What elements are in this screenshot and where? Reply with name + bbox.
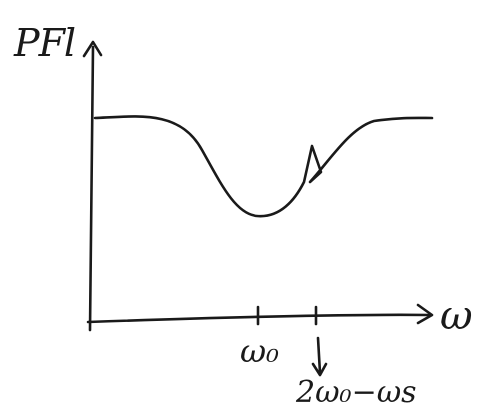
x-axis-arrowhead bbox=[416, 303, 434, 325]
tick-harmonic-label: 2ω₀−ωs bbox=[296, 375, 417, 410]
harmonic-down-arrow bbox=[316, 336, 322, 375]
x-axis-line bbox=[86, 313, 432, 324]
y-axis-arrowhead bbox=[82, 40, 103, 58]
harmonic-down-arrowhead bbox=[311, 362, 328, 377]
tick-center-label: ω₀ bbox=[240, 332, 279, 370]
y-axis-label: PFl bbox=[14, 21, 76, 65]
response-curve bbox=[93, 115, 434, 218]
y-axis-line bbox=[88, 45, 95, 332]
x-axis-label: ω bbox=[440, 293, 473, 339]
